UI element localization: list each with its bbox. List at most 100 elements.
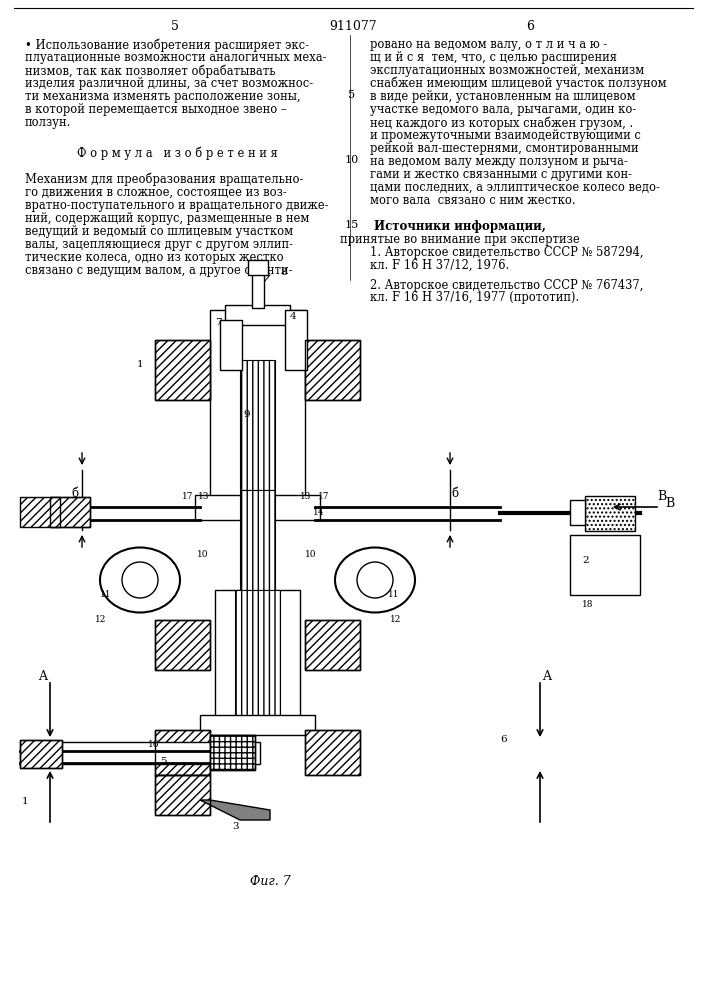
Text: кл. F 16 Н 37/16, 1977 (прототип).: кл. F 16 Н 37/16, 1977 (прототип). xyxy=(370,292,579,304)
Text: 5: 5 xyxy=(349,90,356,100)
Text: 10: 10 xyxy=(197,550,209,559)
Text: 5: 5 xyxy=(160,757,167,766)
Text: кл. F 16 Н 37/12, 1976.: кл. F 16 Н 37/12, 1976. xyxy=(370,259,509,272)
Bar xyxy=(240,490,275,590)
Text: плуатационные возможности аналогичных меха-: плуатационные возможности аналогичных ме… xyxy=(25,51,327,64)
Bar xyxy=(305,340,360,400)
Text: снабжен имеющим шлицевой участок ползуном: снабжен имеющим шлицевой участок ползуно… xyxy=(370,77,667,91)
Text: мого вала  связано с ним жестко.: мого вала связано с ним жестко. xyxy=(370,194,575,207)
Text: 1. Авторское свидетельство СССР № 587294,: 1. Авторское свидетельство СССР № 587294… xyxy=(370,246,643,259)
Text: 18: 18 xyxy=(582,600,593,609)
Text: 2: 2 xyxy=(582,556,589,565)
Text: Механизм для преобразования вращательно-: Механизм для преобразования вращательно- xyxy=(25,173,303,186)
Text: в виде рейки, установленным на шлицевом: в виде рейки, установленным на шлицевом xyxy=(370,90,636,103)
Text: 13: 13 xyxy=(300,492,311,501)
Bar xyxy=(155,775,210,815)
Text: в которой перемещается выходное звено –: в которой перемещается выходное звено – xyxy=(25,103,286,116)
Text: 2. Авторское свидетельство СССР № 767437,: 2. Авторское свидетельство СССР № 767437… xyxy=(370,278,643,292)
Text: 12: 12 xyxy=(95,615,106,624)
Text: 10: 10 xyxy=(305,550,317,559)
Bar xyxy=(285,310,307,370)
Bar xyxy=(20,497,60,527)
Text: 15: 15 xyxy=(222,748,233,757)
Bar xyxy=(252,270,264,308)
Bar xyxy=(155,620,210,670)
Text: Ф о р м у л а   и з о б р е т е н и я: Ф о р м у л а и з о б р е т е н и я xyxy=(76,147,277,160)
Text: 9: 9 xyxy=(243,410,250,419)
Text: 17: 17 xyxy=(182,492,194,501)
Bar xyxy=(155,730,210,775)
Bar xyxy=(248,260,268,275)
Bar xyxy=(585,496,635,531)
Bar xyxy=(155,730,210,775)
Text: A: A xyxy=(38,670,47,683)
Text: ползун.: ползун. xyxy=(25,116,71,129)
Text: 11: 11 xyxy=(388,590,399,599)
Bar xyxy=(305,620,360,670)
Bar xyxy=(155,620,210,670)
Text: 6: 6 xyxy=(500,735,507,744)
Bar xyxy=(200,715,315,735)
Bar xyxy=(195,495,320,520)
Text: щ и й с я  тем, что, с целью расширения: щ и й с я тем, что, с целью расширения xyxy=(370,51,617,64)
Text: B: B xyxy=(665,497,674,510)
Text: 13: 13 xyxy=(198,492,209,501)
Text: 4: 4 xyxy=(290,312,297,321)
Bar xyxy=(305,340,360,400)
Text: Фиг. 7: Фиг. 7 xyxy=(250,875,291,888)
Text: B: B xyxy=(657,490,666,503)
Text: ний, содержащий корпус, размещенные в нем: ний, содержащий корпус, размещенные в не… xyxy=(25,212,310,225)
Text: 5: 5 xyxy=(171,20,179,33)
Bar xyxy=(155,775,210,815)
Bar xyxy=(155,340,210,400)
Text: валы, зацепляющиеся друг с другом эллип-: валы, зацепляющиеся друг с другом эллип- xyxy=(25,238,293,251)
Text: вратно-поступательного и вращательного движе-: вратно-поступательного и вращательного д… xyxy=(25,199,329,212)
Text: 14: 14 xyxy=(313,508,325,517)
Bar xyxy=(50,497,90,527)
Text: 6: 6 xyxy=(526,20,534,33)
Bar xyxy=(225,305,290,325)
Text: ровано на ведомом валу, о т л и ч а ю -: ровано на ведомом валу, о т л и ч а ю - xyxy=(370,38,607,51)
Text: 16: 16 xyxy=(148,740,160,749)
Text: ти механизма изменять расположение зоны,: ти механизма изменять расположение зоны, xyxy=(25,90,300,103)
Text: 1: 1 xyxy=(137,360,144,369)
Bar xyxy=(570,535,640,595)
Bar xyxy=(20,740,62,768)
Bar xyxy=(235,590,280,720)
Text: 8: 8 xyxy=(280,268,286,277)
Bar xyxy=(20,740,62,768)
Text: низмов, так как позволяет обрабатывать: низмов, так как позволяет обрабатывать xyxy=(25,64,276,78)
Bar xyxy=(155,340,210,400)
Bar xyxy=(215,590,300,720)
Circle shape xyxy=(357,562,393,598)
Text: Источники информации,: Источники информации, xyxy=(374,220,546,233)
Text: 10: 10 xyxy=(345,155,359,165)
Text: цами последних, а эллиптическое колесо ведо-: цами последних, а эллиптическое колесо в… xyxy=(370,181,660,194)
Text: тические колеса, одно из которых жестко: тические колеса, одно из которых жестко xyxy=(25,251,284,264)
Text: гами и жестко связанными с другими кон-: гами и жестко связанными с другими кон- xyxy=(370,168,632,181)
Bar xyxy=(210,310,305,510)
Text: ведущий и ведомый со шлицевым участком: ведущий и ведомый со шлицевым участком xyxy=(25,225,293,238)
Bar xyxy=(570,500,585,525)
Text: 17: 17 xyxy=(318,492,329,501)
Text: б: б xyxy=(71,487,78,500)
Bar xyxy=(210,735,255,770)
Bar xyxy=(220,320,242,370)
Text: на ведомом валу между ползуном и рыча-: на ведомом валу между ползуном и рыча- xyxy=(370,155,628,168)
Text: го движения в сложное, состоящее из воз-: го движения в сложное, состоящее из воз- xyxy=(25,186,287,199)
Bar xyxy=(60,742,260,764)
Text: A: A xyxy=(542,670,551,683)
Bar xyxy=(210,735,255,770)
Polygon shape xyxy=(200,800,270,820)
Text: 1: 1 xyxy=(22,797,28,806)
Text: участке ведомого вала, рычагами, один ко-: участке ведомого вала, рычагами, один ко… xyxy=(370,103,636,116)
Text: изделия различной длины, за счет возможнос-: изделия различной длины, за счет возможн… xyxy=(25,77,313,90)
Text: 7: 7 xyxy=(215,318,221,327)
Bar xyxy=(50,497,90,527)
Circle shape xyxy=(122,562,158,598)
Text: 11: 11 xyxy=(100,590,112,599)
Text: 911077: 911077 xyxy=(329,20,377,33)
Text: рейкой вал-шестернями, смонтированными: рейкой вал-шестернями, смонтированными xyxy=(370,142,638,155)
Text: нец каждого из которых снабжен грузом, .: нец каждого из которых снабжен грузом, . xyxy=(370,116,633,129)
Text: эксплуатационных возможностей, механизм: эксплуатационных возможностей, механизм xyxy=(370,64,644,77)
